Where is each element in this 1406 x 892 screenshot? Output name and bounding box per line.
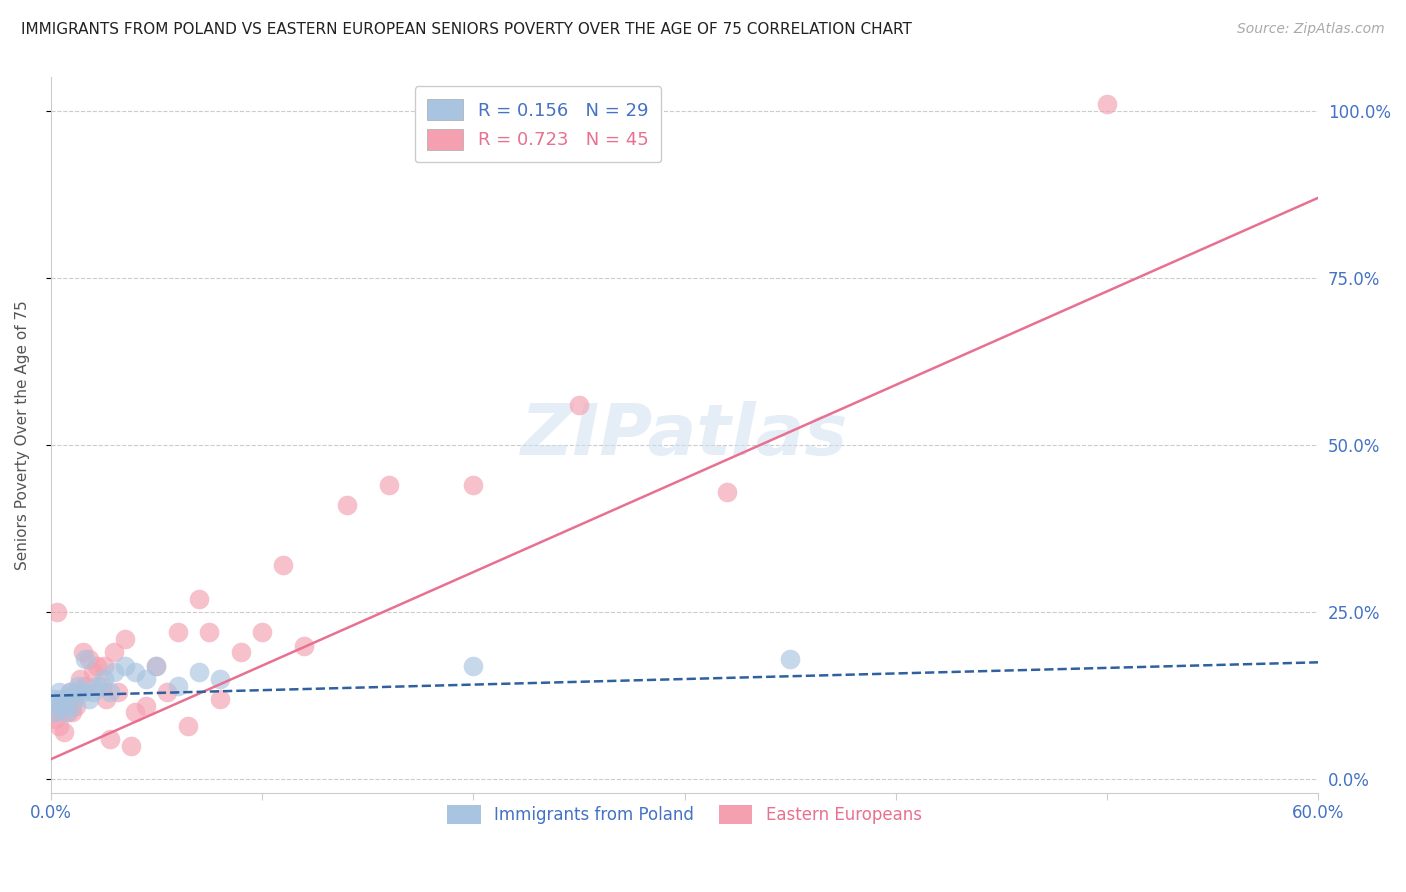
- Point: [463, 478, 485, 492]
- Point: [250, 625, 273, 640]
- Legend: Immigrants from Poland, Eastern Europeans: Immigrants from Poland, Eastern European…: [437, 795, 932, 834]
- Point: [56, 692, 79, 706]
- Point: [166, 625, 188, 640]
- Point: [568, 398, 591, 412]
- Point: [335, 498, 357, 512]
- Point: [69, 672, 91, 686]
- Point: [77, 692, 100, 706]
- Point: [72, 645, 94, 659]
- Point: [114, 658, 136, 673]
- Point: [60, 706, 83, 720]
- Point: [90, 679, 112, 693]
- Point: [82, 665, 104, 680]
- Point: [46, 698, 69, 713]
- Point: [124, 706, 146, 720]
- Point: [145, 658, 167, 673]
- Point: [378, 478, 401, 492]
- Point: [42, 692, 65, 706]
- Point: [51, 698, 73, 713]
- Point: [124, 665, 146, 680]
- Point: [463, 658, 485, 673]
- Point: [65, 685, 87, 699]
- Point: [208, 672, 231, 686]
- Point: [67, 679, 90, 693]
- Point: [60, 698, 83, 713]
- Point: [82, 685, 104, 699]
- Point: [187, 665, 209, 680]
- Point: [135, 698, 157, 713]
- Point: [271, 558, 294, 573]
- Point: [55, 706, 77, 720]
- Point: [94, 692, 117, 706]
- Point: [98, 732, 121, 747]
- Text: ZIPatlas: ZIPatlas: [520, 401, 848, 469]
- Point: [59, 685, 82, 699]
- Point: [135, 672, 157, 686]
- Point: [1095, 97, 1118, 112]
- Point: [166, 679, 188, 693]
- Point: [56, 706, 79, 720]
- Point: [229, 645, 252, 659]
- Y-axis label: Seniors Poverty Over the Age of 75: Seniors Poverty Over the Age of 75: [15, 301, 30, 570]
- Point: [198, 625, 221, 640]
- Point: [716, 484, 738, 499]
- Point: [73, 679, 96, 693]
- Point: [63, 692, 86, 706]
- Point: [86, 679, 108, 693]
- Point: [208, 692, 231, 706]
- Point: [114, 632, 136, 646]
- Point: [120, 739, 142, 753]
- Point: [292, 639, 315, 653]
- Text: IMMIGRANTS FROM POLAND VS EASTERN EUROPEAN SENIORS POVERTY OVER THE AGE OF 75 CO: IMMIGRANTS FROM POLAND VS EASTERN EUROPE…: [21, 22, 912, 37]
- Point: [59, 685, 82, 699]
- Point: [93, 672, 115, 686]
- Point: [779, 652, 801, 666]
- Point: [48, 719, 70, 733]
- Point: [93, 658, 115, 673]
- Point: [72, 685, 94, 699]
- Point: [44, 712, 66, 726]
- Point: [98, 685, 121, 699]
- Point: [46, 605, 69, 619]
- Text: Source: ZipAtlas.com: Source: ZipAtlas.com: [1237, 22, 1385, 37]
- Point: [103, 665, 125, 680]
- Point: [55, 692, 77, 706]
- Point: [145, 658, 167, 673]
- Point: [187, 591, 209, 606]
- Point: [51, 692, 73, 706]
- Point: [65, 698, 87, 713]
- Point: [177, 719, 200, 733]
- Point: [52, 725, 75, 739]
- Point: [107, 685, 129, 699]
- Point: [103, 645, 125, 659]
- Point: [48, 685, 70, 699]
- Point: [44, 706, 66, 720]
- Point: [156, 685, 179, 699]
- Point: [86, 658, 108, 673]
- Point: [77, 652, 100, 666]
- Point: [73, 652, 96, 666]
- Point: [52, 698, 75, 713]
- Point: [42, 706, 65, 720]
